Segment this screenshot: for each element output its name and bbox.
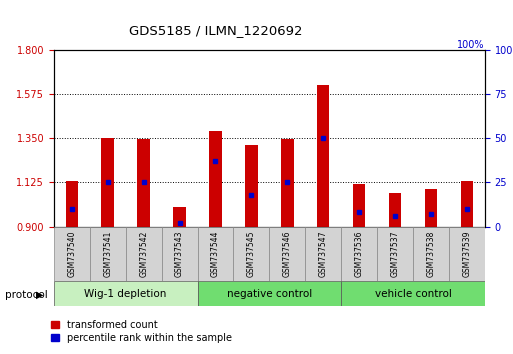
Text: ▶: ▶ [36,290,44,299]
Bar [377,227,413,281]
Text: protocol: protocol [5,290,48,299]
Bar [353,184,365,227]
Text: GSM737547: GSM737547 [319,231,328,277]
Bar [341,227,377,281]
Bar [66,181,78,227]
Bar [305,227,341,281]
Bar [54,227,90,281]
Bar [449,227,485,281]
Legend: transformed count, percentile rank within the sample: transformed count, percentile rank withi… [51,320,231,343]
Text: GSM737546: GSM737546 [283,231,292,277]
Text: Wig-1 depletion: Wig-1 depletion [85,289,167,299]
Bar [317,85,329,227]
Bar [90,227,126,281]
Text: GDS5185 / ILMN_1220692: GDS5185 / ILMN_1220692 [129,24,302,37]
Text: 100%: 100% [457,40,485,50]
Bar [54,281,198,306]
Bar [461,181,473,227]
Bar [209,131,222,227]
Text: GSM737545: GSM737545 [247,231,256,277]
Text: GSM737542: GSM737542 [139,231,148,277]
Bar [269,227,305,281]
Bar [162,227,198,281]
Text: GSM737538: GSM737538 [426,231,436,277]
Bar [137,139,150,227]
Bar [102,138,114,227]
Bar [173,207,186,227]
Text: GSM737544: GSM737544 [211,231,220,277]
Text: vehicle control: vehicle control [374,289,451,299]
Text: negative control: negative control [227,289,312,299]
Bar [425,189,437,227]
Bar [389,193,401,227]
Bar [341,281,485,306]
Text: GSM737540: GSM737540 [67,231,76,277]
Text: GSM737537: GSM737537 [390,231,400,277]
Text: GSM737541: GSM737541 [103,231,112,277]
Bar [198,227,233,281]
Text: GSM737539: GSM737539 [462,231,471,277]
Bar [126,227,162,281]
Bar [233,227,269,281]
Bar [245,145,258,227]
Bar [198,281,341,306]
Text: GSM737543: GSM737543 [175,231,184,277]
Bar [413,227,449,281]
Bar [281,139,293,227]
Text: GSM737536: GSM737536 [354,231,364,277]
